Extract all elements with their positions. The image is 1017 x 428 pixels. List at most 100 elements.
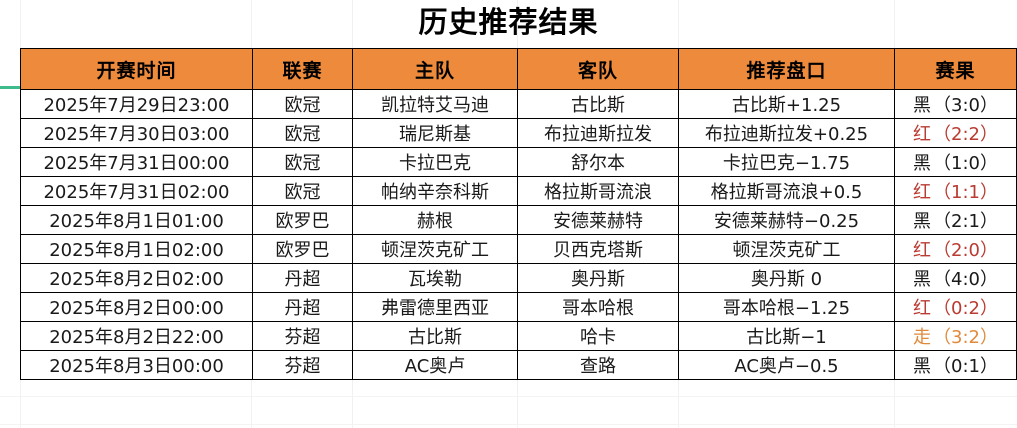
cell-result: 红（2:0） [894, 234, 1017, 264]
column-header-handicap[interactable]: 推荐盘口 [678, 48, 895, 90]
cell-result: 黑（4:0） [894, 263, 1017, 293]
cell-home-team: 凯拉特艾马迪 [352, 89, 518, 119]
cell-away-team: 查路 [517, 350, 679, 380]
cell-home-team: 瓦埃勒 [352, 263, 518, 293]
table-header: 开赛时间 联赛 主队 客队 推荐盘口 赛果 [20, 48, 1017, 90]
cell-home-team: 赫根 [352, 205, 518, 235]
cell-home-team: 帕纳辛奈科斯 [352, 176, 518, 206]
cell-handicap: 布拉迪斯拉发+0.25 [678, 118, 895, 148]
cell-handicap: AC奥卢−0.5 [678, 350, 895, 380]
result-label: 走 [913, 327, 932, 348]
cell-league: 欧冠 [252, 118, 353, 148]
table-row: 2025年7月30日03:00 欧冠 瑞尼斯基 布拉迪斯拉发 布拉迪斯拉发+0.… [20, 118, 1017, 148]
table-row: 2025年8月1日01:00 欧罗巴 赫根 安德莱赫特 安德莱赫特−0.25 黑… [20, 205, 1017, 235]
column-header-league[interactable]: 联赛 [252, 48, 353, 90]
cell-home-team: 卡拉巴克 [352, 147, 518, 177]
column-header-away-team[interactable]: 客队 [517, 48, 679, 90]
cell-result: 黑（0:1） [894, 350, 1017, 380]
cell-time: 2025年8月3日00:00 [20, 350, 253, 380]
cell-home-team: 瑞尼斯基 [352, 118, 518, 148]
table-row: 2025年8月1日02:00 欧罗巴 顿涅茨克矿工 贝西克塔斯 顿涅茨克矿工 红… [20, 234, 1017, 264]
cell-result: 黑（3:0） [894, 89, 1017, 119]
cell-league: 欧罗巴 [252, 234, 353, 264]
cell-handicap: 格拉斯哥流浪+0.5 [678, 176, 895, 206]
cell-time: 2025年7月30日03:00 [20, 118, 253, 148]
cell-handicap: 安德莱赫特−0.25 [678, 205, 895, 235]
result-score: （4:0） [933, 269, 998, 290]
cell-time: 2025年8月2日00:00 [20, 292, 253, 322]
cell-handicap: 古比斯−1 [678, 321, 895, 351]
cell-league: 芬超 [252, 350, 353, 380]
cell-league: 丹超 [252, 263, 353, 293]
table-row: 2025年8月2日22:00 芬超 古比斯 哈卡 古比斯−1 走（3:2） [20, 321, 1017, 351]
cell-handicap: 卡拉巴克−1.75 [678, 147, 895, 177]
result-label: 黑 [913, 211, 932, 232]
cell-home-team: 古比斯 [352, 321, 518, 351]
cell-league: 欧冠 [252, 147, 353, 177]
cell-result: 红（1:1） [894, 176, 1017, 206]
page-title: 历史推荐结果 [418, 5, 599, 39]
cell-time: 2025年8月1日01:00 [20, 205, 253, 235]
cell-league: 欧冠 [252, 176, 353, 206]
cell-time: 2025年8月2日02:00 [20, 263, 253, 293]
result-score: （2:1） [933, 211, 998, 232]
cell-home-team: 弗雷德里西亚 [352, 292, 518, 322]
cell-handicap: 哥本哈根−1.25 [678, 292, 895, 322]
result-label: 黑 [913, 269, 932, 290]
history-recommendation-table: 开赛时间 联赛 主队 客队 推荐盘口 赛果 2025年7月29日23:00 欧冠… [20, 48, 1017, 380]
left-accent-bar [0, 86, 21, 89]
cell-away-team: 古比斯 [517, 89, 679, 119]
table-row: 2025年7月31日02:00 欧冠 帕纳辛奈科斯 格拉斯哥流浪 格拉斯哥流浪+… [20, 176, 1017, 206]
result-label: 红 [913, 124, 932, 145]
cell-league: 欧罗巴 [252, 205, 353, 235]
cell-result: 红（2:2） [894, 118, 1017, 148]
cell-result: 黑（1:0） [894, 147, 1017, 177]
result-label: 红 [913, 298, 932, 319]
result-score: （1:1） [933, 182, 998, 203]
table-body: 2025年7月29日23:00 欧冠 凯拉特艾马迪 古比斯 古比斯+1.25 黑… [20, 89, 1017, 380]
cell-home-team: AC奥卢 [352, 350, 518, 380]
result-label: 红 [913, 240, 932, 261]
result-label: 红 [913, 182, 932, 203]
result-score: （3:2） [933, 327, 998, 348]
column-header-home-team[interactable]: 主队 [352, 48, 518, 90]
result-score: （0:1） [933, 356, 998, 377]
cell-away-team: 布拉迪斯拉发 [517, 118, 679, 148]
cell-result: 黑（2:1） [894, 205, 1017, 235]
result-score: （3:0） [933, 95, 998, 116]
cell-time: 2025年7月29日23:00 [20, 89, 253, 119]
cell-home-team: 顿涅茨克矿工 [352, 234, 518, 264]
table-row: 2025年7月29日23:00 欧冠 凯拉特艾马迪 古比斯 古比斯+1.25 黑… [20, 89, 1017, 119]
cell-result: 走（3:2） [894, 321, 1017, 351]
column-header-time[interactable]: 开赛时间 [20, 48, 253, 90]
cell-time: 2025年7月31日02:00 [20, 176, 253, 206]
cell-time: 2025年8月1日02:00 [20, 234, 253, 264]
cell-time: 2025年7月31日00:00 [20, 147, 253, 177]
result-label: 黑 [913, 356, 932, 377]
cell-time: 2025年8月2日22:00 [20, 321, 253, 351]
result-score: （2:0） [933, 240, 998, 261]
cell-league: 芬超 [252, 321, 353, 351]
cell-league: 丹超 [252, 292, 353, 322]
result-score: （0:2） [933, 298, 998, 319]
result-score: （1:0） [933, 153, 998, 174]
cell-handicap: 古比斯+1.25 [678, 89, 895, 119]
cell-handicap: 奥丹斯 0 [678, 263, 895, 293]
cell-league: 欧冠 [252, 89, 353, 119]
result-label: 黑 [913, 153, 932, 174]
table-header-row: 开赛时间 联赛 主队 客队 推荐盘口 赛果 [20, 48, 1017, 90]
cell-away-team: 格拉斯哥流浪 [517, 176, 679, 206]
cell-away-team: 贝西克塔斯 [517, 234, 679, 264]
table-row: 2025年8月2日02:00 丹超 瓦埃勒 奥丹斯 奥丹斯 0 黑（4:0） [20, 263, 1017, 293]
cell-away-team: 奥丹斯 [517, 263, 679, 293]
result-score: （2:2） [933, 124, 998, 145]
column-header-result[interactable]: 赛果 [894, 48, 1017, 90]
table-row: 2025年8月2日00:00 丹超 弗雷德里西亚 哥本哈根 哥本哈根−1.25 … [20, 292, 1017, 322]
result-label: 黑 [913, 95, 932, 116]
cell-away-team: 舒尔本 [517, 147, 679, 177]
table-row: 2025年7月31日00:00 欧冠 卡拉巴克 舒尔本 卡拉巴克−1.75 黑（… [20, 147, 1017, 177]
cell-handicap: 顿涅茨克矿工 [678, 234, 895, 264]
cell-result: 红（0:2） [894, 292, 1017, 322]
cell-away-team: 安德莱赫特 [517, 205, 679, 235]
table-row: 2025年8月3日00:00 芬超 AC奥卢 查路 AC奥卢−0.5 黑（0:1… [20, 350, 1017, 380]
